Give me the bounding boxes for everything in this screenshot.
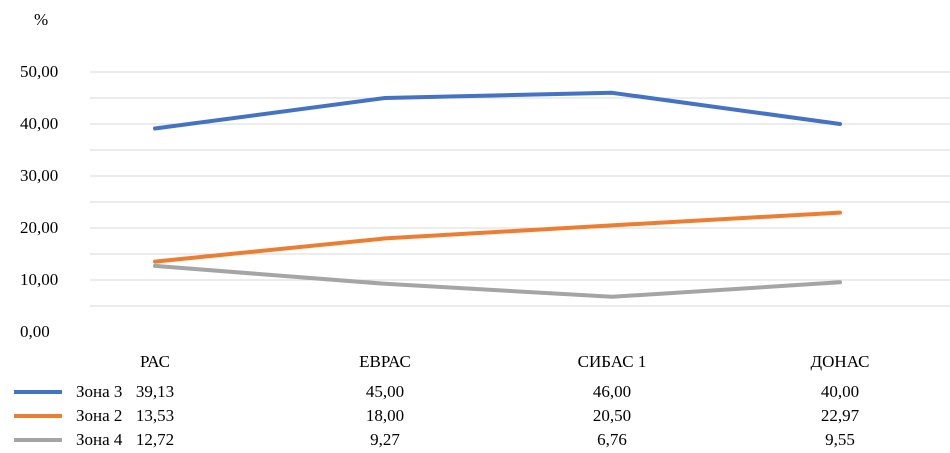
table-cell: 20,50 [592, 406, 632, 425]
series-name: Зона 3 [76, 382, 123, 401]
table-cell: 40,00 [820, 382, 860, 401]
table-cell: 9,27 [370, 430, 400, 449]
legend-swatch [14, 390, 62, 394]
category-label: ДОНАС [810, 352, 870, 371]
table-cell: 22,97 [820, 406, 860, 425]
table-cell: 13,53 [135, 406, 175, 425]
table-cell: 18,00 [365, 406, 405, 425]
table-cell: 6,76 [597, 430, 627, 449]
legend-swatch [14, 438, 62, 442]
table-cell: 45,00 [365, 382, 405, 401]
y-tick-label: 0,00 [20, 322, 50, 341]
legend-swatch [14, 414, 62, 418]
series-name: Зона 2 [76, 406, 123, 425]
y-tick-label: 20,00 [20, 218, 59, 237]
category-label: ЕВРАС [359, 352, 411, 371]
table-cell: 39,13 [135, 382, 175, 401]
category-label: СИБАС 1 [577, 352, 647, 371]
series-line-3 [153, 263, 842, 299]
y-tick-label: 40,00 [20, 114, 59, 133]
table-cell: 46,00 [592, 382, 632, 401]
table-row: Зона 3 39,13 45,00 46,00 40,00 [0, 382, 950, 402]
category-label: РАС [139, 352, 171, 371]
series-line-2 [153, 210, 842, 264]
table-cell: 9,55 [825, 430, 855, 449]
y-tick-label: 50,00 [20, 62, 59, 81]
series-line-1 [153, 90, 842, 131]
y-unit-label: % [34, 10, 49, 29]
table-row: Зона 2 13,53 18,00 20,50 22,97 [0, 406, 950, 426]
y-tick-label: 10,00 [20, 270, 59, 289]
table-cell: 12,72 [135, 430, 175, 449]
table-row: Зона 4 12,72 9,27 6,76 9,55 [0, 430, 950, 450]
y-tick-label: 30,00 [20, 166, 59, 185]
series-name: Зона 4 [76, 430, 123, 449]
